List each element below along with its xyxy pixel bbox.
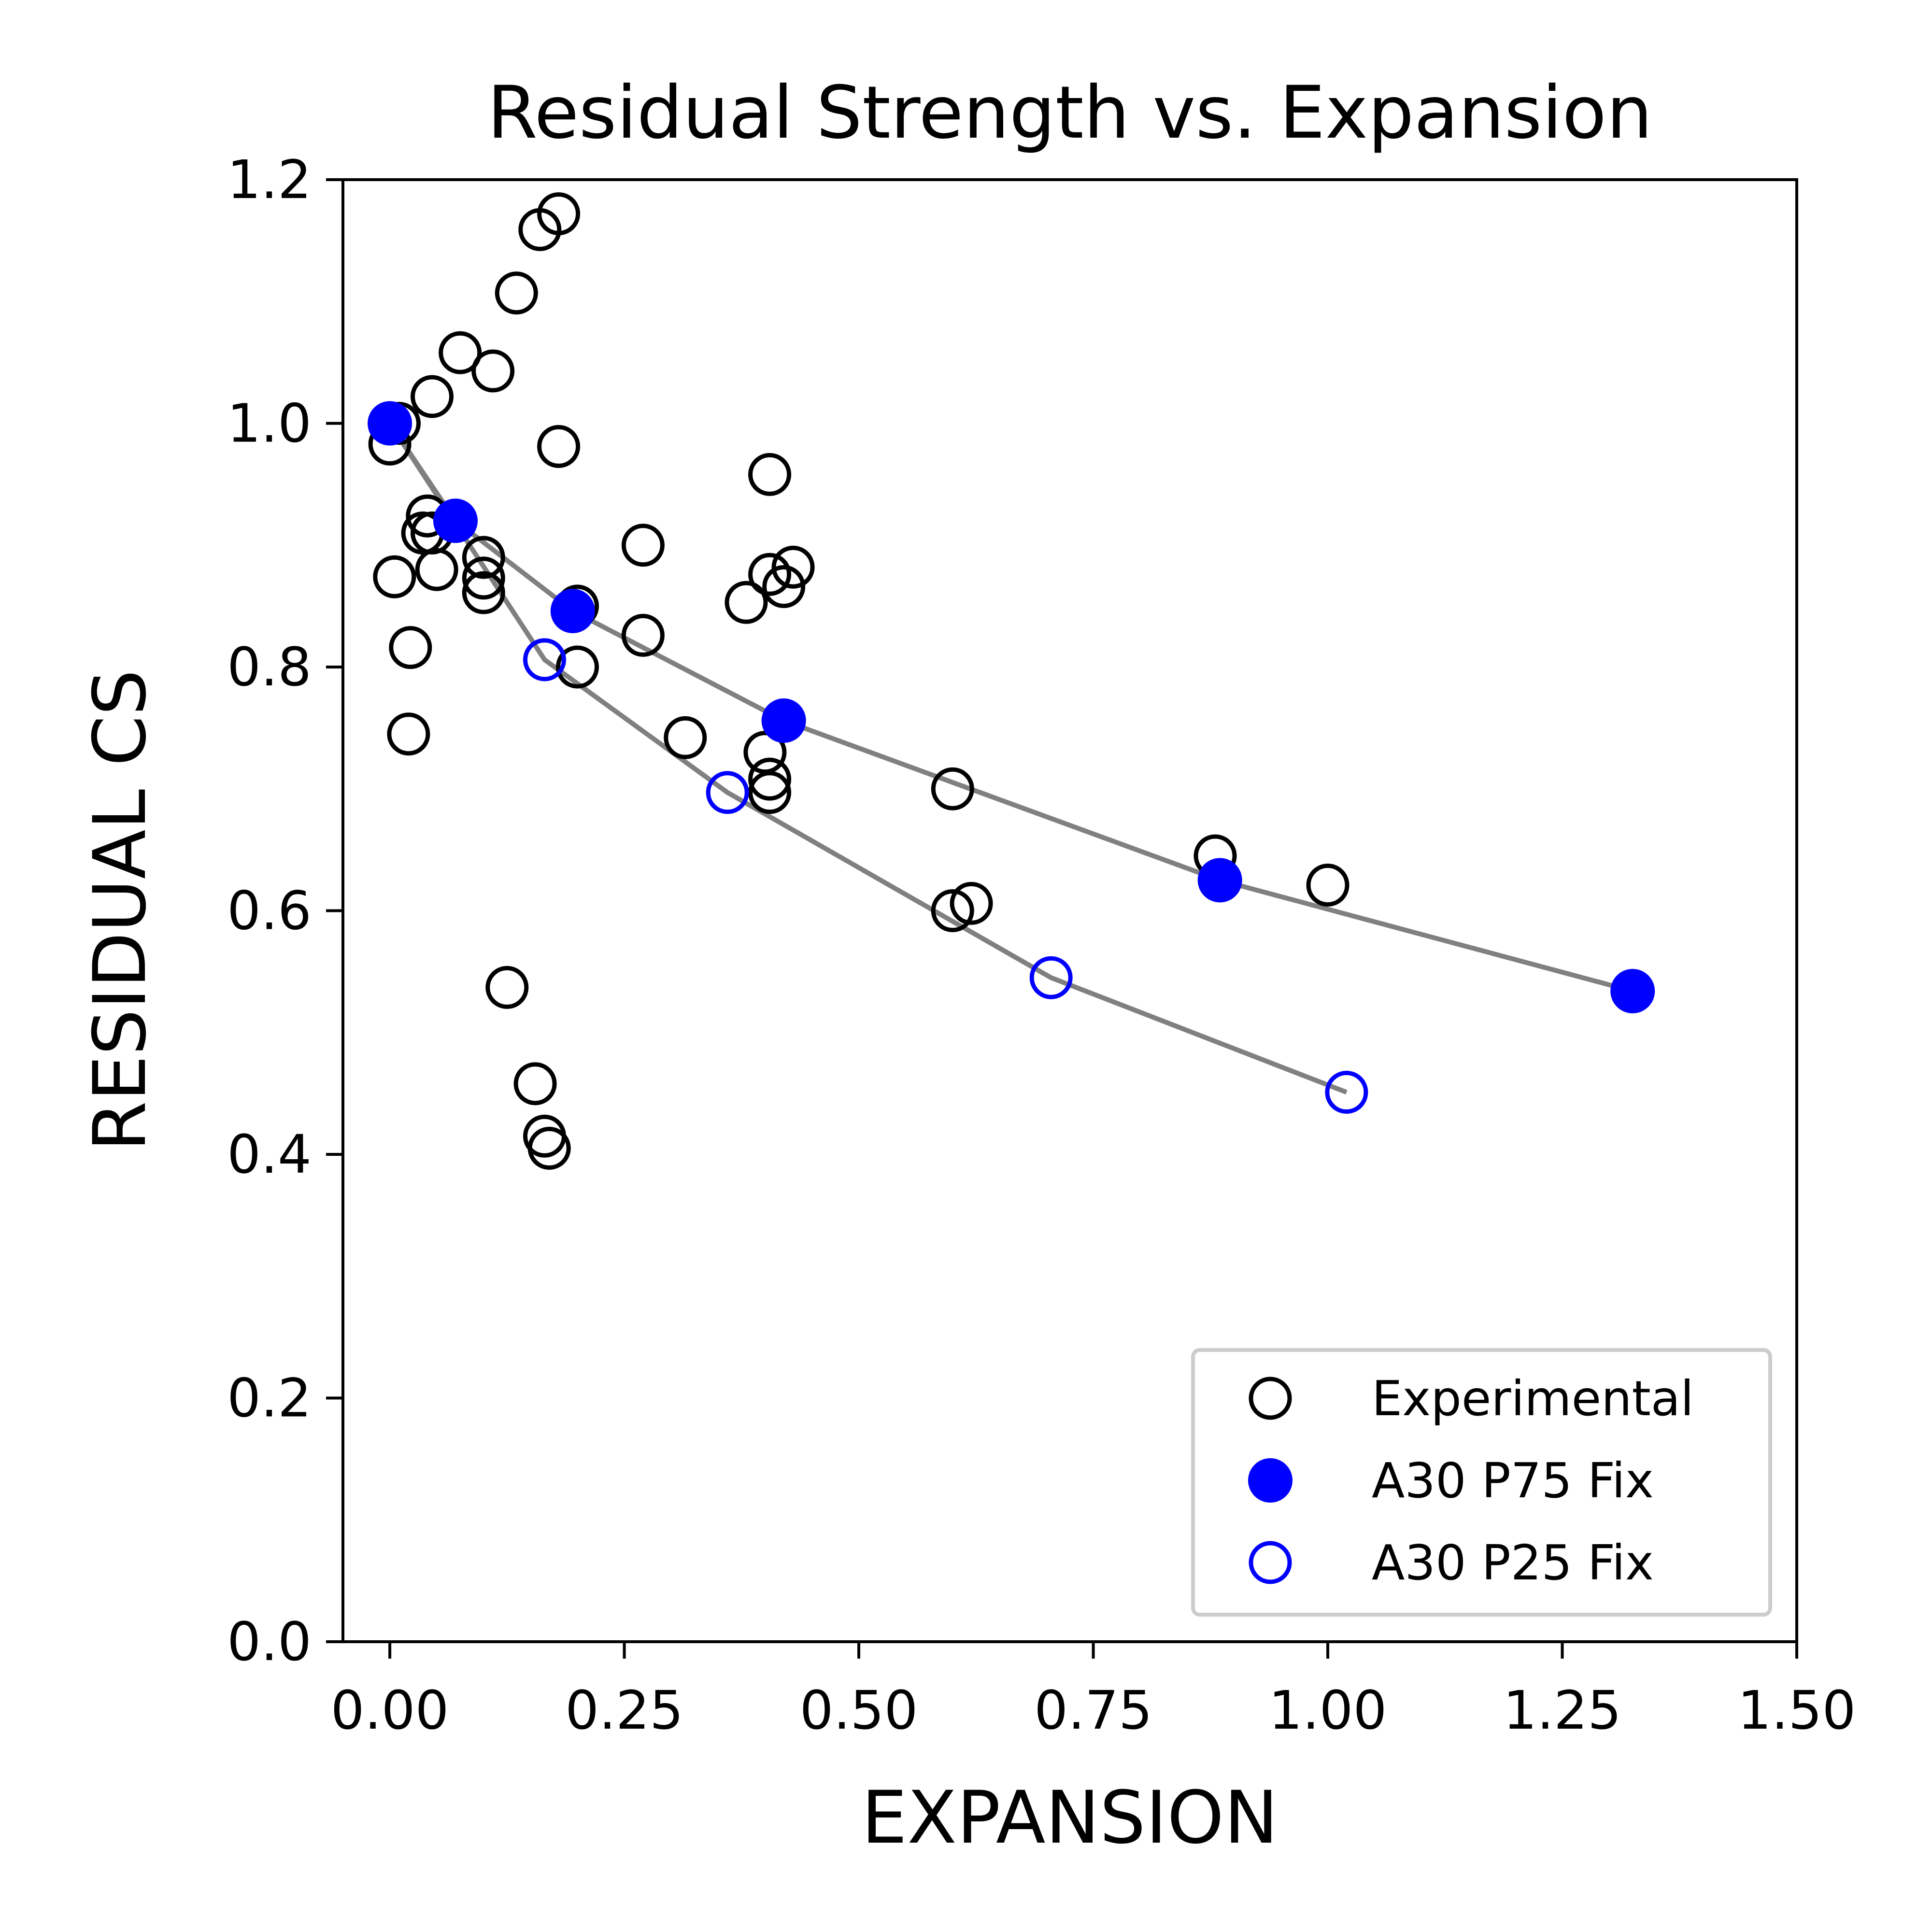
data-point-experimental-26 <box>748 771 792 814</box>
data-point-experimental-2 <box>373 555 416 598</box>
series-a30-p25-fix <box>368 402 1368 1114</box>
legend-marker-experimental <box>1249 1377 1292 1420</box>
data-point-experimental-35 <box>527 1126 571 1170</box>
data-point-experimental-37 <box>931 889 974 932</box>
y-axis-ticks: 0.0 0.2 0.4 0.6 0.8 1.0 1.2 <box>227 149 343 1673</box>
data-point-experimental-21 <box>621 524 665 567</box>
series-lines <box>387 422 1634 1095</box>
legend-marker-a30-p25-fix <box>1249 1541 1292 1584</box>
series-line-a30-p25-fix <box>387 422 1348 1095</box>
data-point-experimental-16 <box>462 536 505 579</box>
data-point-experimental-6 <box>439 331 482 374</box>
data-point-experimental-36 <box>931 767 974 810</box>
data-point-a30-p75-fix-5 <box>1610 969 1655 1013</box>
data-point-experimental-40 <box>1306 864 1350 907</box>
data-point-a30-p75-fix-3 <box>761 698 806 743</box>
data-point-a30-p25-fix-4 <box>1325 1070 1368 1114</box>
x-tick-label: 1.25 <box>1503 1679 1621 1741</box>
legend-frame <box>1191 1348 1772 1617</box>
data-point-experimental-5 <box>411 375 454 418</box>
y-tick-label: 0.8 <box>227 636 312 698</box>
data-point-a30-p75-fix-4 <box>1197 858 1242 903</box>
series-line-a30-p75-fix <box>387 422 1634 994</box>
series-a30-p75-fix <box>368 401 1655 1013</box>
x-tick-label: 1.00 <box>1269 1679 1387 1741</box>
data-point-experimental-38 <box>950 881 993 925</box>
data-point-experimental-15 <box>415 548 458 591</box>
data-point-experimental-29 <box>762 565 806 608</box>
data-point-experimental-11 <box>537 425 581 468</box>
x-tick-label: 0.50 <box>800 1679 918 1741</box>
data-point-experimental-30 <box>771 545 815 589</box>
y-tick-label: 1.0 <box>227 393 312 455</box>
data-point-a30-p25-fix-3 <box>1029 956 1073 999</box>
data-point-a30-p75-fix-2 <box>550 589 595 633</box>
series-experimental <box>368 192 1350 1170</box>
legend: Experimental A30 P75 Fix A30 P25 Fix <box>1191 1348 1772 1617</box>
x-tick-label: 0.00 <box>331 1679 449 1741</box>
data-point-experimental-27 <box>724 581 768 624</box>
y-tick-label: 0.0 <box>227 1611 312 1673</box>
data-point-a30-p75-fix-1 <box>433 498 478 543</box>
y-tick-label: 0.2 <box>227 1367 312 1429</box>
chart-title: Residual Strength vs. Expansion <box>487 71 1652 155</box>
legend-label-a30-p75-fix: A30 P75 Fix <box>1372 1452 1654 1509</box>
data-point-experimental-28 <box>748 553 792 596</box>
x-tick-label: 0.75 <box>1034 1679 1152 1741</box>
data-point-experimental-25 <box>748 757 792 801</box>
x-axis-ticks: 0.00 0.25 0.50 0.75 1.00 1.25 1.50 <box>331 1642 1856 1741</box>
data-point-experimental-17 <box>462 556 505 600</box>
data-point-experimental-7 <box>471 349 515 393</box>
data-point-a30-p25-fix-2 <box>706 771 749 814</box>
x-tick-label: 1.50 <box>1738 1679 1856 1741</box>
x-axis-label: EXPANSION <box>862 1776 1279 1860</box>
legend-label-experimental: Experimental <box>1372 1370 1694 1427</box>
data-point-experimental-3 <box>389 626 432 669</box>
legend-marker-a30-p75-fix <box>1248 1458 1293 1503</box>
y-tick-label: 0.6 <box>227 880 312 942</box>
data-point-experimental-8 <box>495 271 538 315</box>
legend-label-a30-p25-fix: A30 P25 Fix <box>1372 1534 1654 1591</box>
data-point-a30-p75-fix-0 <box>368 401 412 446</box>
data-points <box>368 192 1655 1170</box>
y-tick-label: 1.2 <box>227 149 312 211</box>
data-point-experimental-4 <box>387 712 430 756</box>
data-point-experimental-23 <box>664 716 707 759</box>
data-point-experimental-10 <box>537 192 581 236</box>
data-point-experimental-33 <box>513 1062 557 1106</box>
data-point-a30-p25-fix-1 <box>523 638 566 682</box>
data-point-experimental-18 <box>462 571 505 614</box>
data-point-experimental-31 <box>748 453 792 496</box>
y-axis-label: RESIDUAL CS <box>78 669 162 1151</box>
data-point-a30-p25-fix-0 <box>368 402 412 445</box>
data-point-experimental-20 <box>556 645 599 689</box>
x-tick-label: 0.25 <box>565 1679 683 1741</box>
data-point-experimental-22 <box>621 613 665 657</box>
data-point-experimental-32 <box>485 966 529 1009</box>
y-tick-label: 0.4 <box>227 1123 312 1185</box>
